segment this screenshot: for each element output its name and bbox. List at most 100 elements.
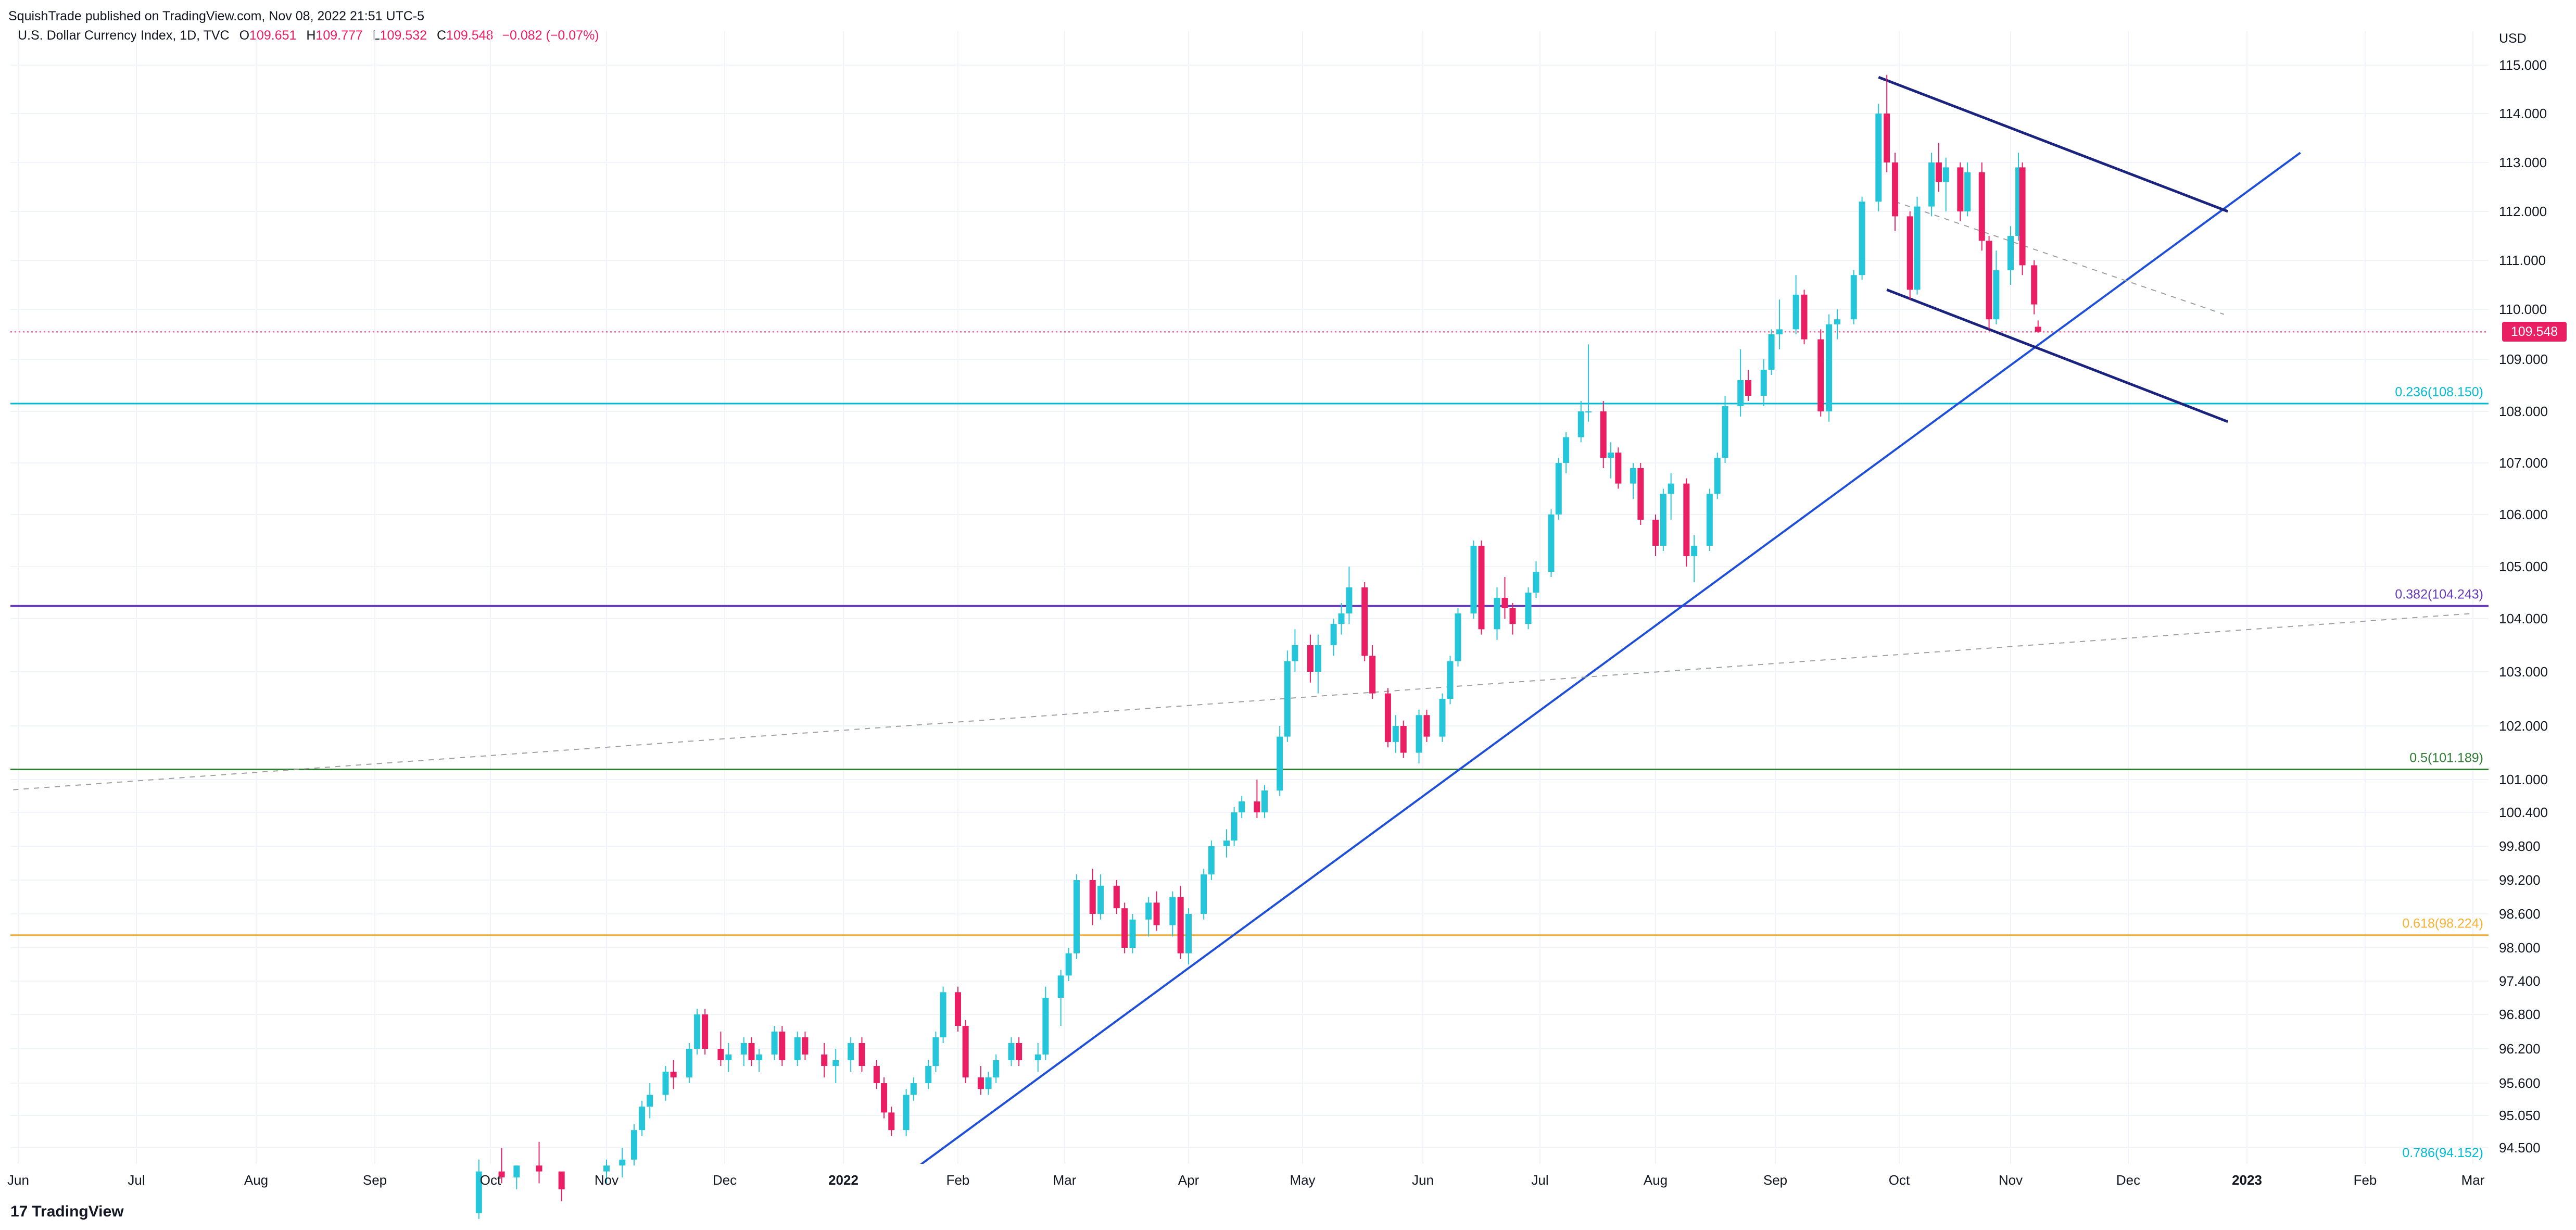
- candle-body-65[interactable]: [1277, 736, 1283, 790]
- candle-body-58[interactable]: [1201, 874, 1207, 914]
- candle-body-92[interactable]: [1563, 437, 1570, 463]
- candle-body-5[interactable]: [603, 1165, 610, 1172]
- candle-body-2[interactable]: [513, 1165, 520, 1177]
- candle-body-121[interactable]: [1884, 114, 1890, 162]
- candle-body-129[interactable]: [1964, 172, 1971, 211]
- candle-body-18[interactable]: [748, 1043, 755, 1060]
- candle-body-69[interactable]: [1315, 645, 1321, 672]
- candle-body-34[interactable]: [932, 1037, 939, 1066]
- candle-body-53[interactable]: [1145, 902, 1152, 920]
- candle-body-108[interactable]: [1737, 380, 1744, 406]
- candle-body-72[interactable]: [1346, 587, 1353, 613]
- candle-body-124[interactable]: [1914, 206, 1921, 290]
- candle-body-60[interactable]: [1223, 840, 1230, 846]
- candle-body-50[interactable]: [1113, 885, 1120, 909]
- candle-body-62[interactable]: [1239, 801, 1245, 812]
- candle-body-63[interactable]: [1254, 801, 1260, 812]
- candle-body-48[interactable]: [1089, 880, 1096, 914]
- candle-body-101[interactable]: [1660, 494, 1666, 546]
- candle-body-31[interactable]: [903, 1095, 910, 1131]
- candle-body-117[interactable]: [1834, 319, 1840, 324]
- candle-body-104[interactable]: [1691, 546, 1698, 556]
- candle-body-84[interactable]: [1478, 546, 1485, 630]
- candle-body-77[interactable]: [1400, 726, 1407, 753]
- candle-body-36[interactable]: [955, 992, 961, 1026]
- candle-body-96[interactable]: [1608, 453, 1614, 458]
- candle-body-81[interactable]: [1447, 661, 1454, 699]
- candle-body-68[interactable]: [1307, 645, 1314, 672]
- candle-body-73[interactable]: [1361, 587, 1368, 656]
- candle-body-127[interactable]: [1942, 167, 1949, 182]
- candle-body-47[interactable]: [1074, 880, 1080, 953]
- candle-body-111[interactable]: [1768, 334, 1775, 370]
- candle-body-113[interactable]: [1792, 294, 1799, 330]
- candle-body-37[interactable]: [962, 1026, 969, 1077]
- candle-body-6[interactable]: [619, 1159, 626, 1166]
- candle-body-44[interactable]: [1042, 998, 1049, 1055]
- candle-body-118[interactable]: [1850, 275, 1857, 320]
- candle-body-27[interactable]: [858, 1043, 865, 1066]
- candle-body-30[interactable]: [888, 1112, 895, 1131]
- candle-body-70[interactable]: [1330, 624, 1337, 645]
- candle-body-12[interactable]: [686, 1049, 692, 1077]
- candle-body-88[interactable]: [1525, 593, 1532, 624]
- candle-body-83[interactable]: [1470, 546, 1477, 613]
- candle-body-75[interactable]: [1384, 693, 1391, 742]
- candle-body-123[interactable]: [1906, 216, 1913, 290]
- candle-body-29[interactable]: [881, 1083, 888, 1113]
- candle-body-61[interactable]: [1231, 812, 1238, 841]
- candle-body-91[interactable]: [1555, 463, 1562, 514]
- candle-body-119[interactable]: [1859, 202, 1865, 275]
- drawing-dashed-long[interactable]: [3, 613, 2473, 790]
- candle-body-56[interactable]: [1177, 897, 1184, 953]
- candle-body-57[interactable]: [1185, 914, 1192, 953]
- candle-body-131[interactable]: [1986, 241, 1992, 320]
- candle-body-125[interactable]: [1928, 162, 1935, 207]
- candle-body-90[interactable]: [1548, 514, 1555, 572]
- candle-body-80[interactable]: [1439, 699, 1446, 737]
- candle-body-106[interactable]: [1714, 458, 1721, 494]
- candle-body-11[interactable]: [670, 1072, 677, 1077]
- candle-body-19[interactable]: [756, 1055, 763, 1060]
- drawing-channel-lower[interactable]: [1886, 288, 2229, 423]
- candle-body-3[interactable]: [536, 1165, 542, 1172]
- candle-body-45[interactable]: [1057, 975, 1064, 998]
- candle-body-110[interactable]: [1760, 370, 1767, 396]
- candle-body-0[interactable]: [475, 1171, 482, 1213]
- candle-body-133[interactable]: [2007, 236, 2014, 270]
- candle-body-22[interactable]: [794, 1037, 801, 1060]
- candle-body-20[interactable]: [771, 1032, 778, 1055]
- candle-body-23[interactable]: [802, 1037, 809, 1055]
- candle-body-52[interactable]: [1129, 919, 1136, 948]
- drawing-trend[interactable]: [895, 152, 2301, 1183]
- candle-body-9[interactable]: [647, 1095, 653, 1107]
- candle-body-86[interactable]: [1501, 598, 1508, 608]
- candle-body-49[interactable]: [1097, 885, 1104, 914]
- candle-body-103[interactable]: [1683, 483, 1690, 556]
- candle-body-115[interactable]: [1817, 339, 1824, 411]
- candle-body-35[interactable]: [940, 992, 946, 1037]
- candle-body-24[interactable]: [821, 1055, 828, 1066]
- candle-body-95[interactable]: [1600, 411, 1607, 458]
- candle-body-116[interactable]: [1826, 324, 1833, 411]
- candle-body-66[interactable]: [1284, 661, 1291, 737]
- candle-body-41[interactable]: [1008, 1043, 1015, 1060]
- candle-body-87[interactable]: [1509, 608, 1516, 624]
- candle-body-28[interactable]: [873, 1066, 880, 1083]
- candle-body-32[interactable]: [910, 1083, 917, 1095]
- candle-body-14[interactable]: [702, 1014, 709, 1049]
- candle-body-71[interactable]: [1338, 613, 1345, 624]
- candle-body-79[interactable]: [1423, 715, 1430, 737]
- candle-body-74[interactable]: [1369, 656, 1376, 694]
- candle-body-89[interactable]: [1533, 572, 1539, 593]
- candle-body-130[interactable]: [1978, 172, 1985, 241]
- drawing-dashed-mid[interactable]: [1895, 201, 2225, 315]
- candle-body-112[interactable]: [1776, 329, 1783, 334]
- candle-body-13[interactable]: [694, 1014, 701, 1049]
- candle-body-1[interactable]: [498, 1171, 505, 1177]
- candle-body-105[interactable]: [1706, 494, 1713, 546]
- candle-body-17[interactable]: [740, 1043, 747, 1055]
- candle-body-64[interactable]: [1261, 790, 1268, 812]
- drawing-channel-upper[interactable]: [1878, 76, 2229, 213]
- candle-body-109[interactable]: [1745, 380, 1752, 396]
